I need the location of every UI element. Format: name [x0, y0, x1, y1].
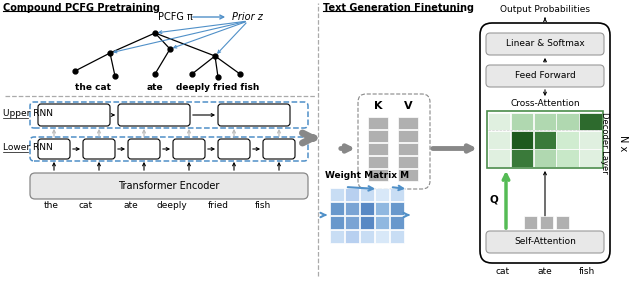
FancyBboxPatch shape: [218, 139, 250, 159]
Bar: [368, 117, 388, 129]
FancyBboxPatch shape: [128, 139, 160, 159]
Bar: [375, 202, 389, 215]
Text: Cross-Attention: Cross-Attention: [510, 99, 580, 108]
Bar: [556, 149, 579, 167]
Text: Compound PCFG Pretraining: Compound PCFG Pretraining: [3, 3, 160, 13]
FancyBboxPatch shape: [173, 139, 205, 159]
Bar: [330, 230, 344, 243]
Bar: [345, 230, 359, 243]
Bar: [360, 216, 374, 229]
Text: cat: cat: [496, 268, 510, 277]
Bar: [398, 143, 418, 155]
Bar: [360, 230, 374, 243]
Bar: [360, 188, 374, 201]
FancyBboxPatch shape: [358, 94, 430, 189]
Bar: [534, 149, 556, 167]
Bar: [579, 131, 602, 149]
Text: K: K: [374, 101, 382, 111]
Text: fish: fish: [255, 201, 271, 210]
FancyBboxPatch shape: [486, 33, 604, 55]
Bar: [556, 131, 579, 149]
Text: ate: ate: [538, 268, 552, 277]
Text: Self-Attention: Self-Attention: [514, 237, 576, 246]
FancyBboxPatch shape: [30, 173, 308, 199]
Text: ate: ate: [124, 201, 138, 210]
Bar: [390, 202, 404, 215]
Text: cat: cat: [79, 201, 93, 210]
Text: V: V: [404, 101, 412, 111]
FancyBboxPatch shape: [480, 23, 610, 263]
Text: Decoder Layer: Decoder Layer: [600, 112, 609, 174]
Text: Text Generation Finetuning: Text Generation Finetuning: [323, 3, 474, 13]
FancyBboxPatch shape: [486, 65, 604, 87]
Bar: [390, 216, 404, 229]
Text: fish: fish: [579, 268, 595, 277]
Bar: [368, 143, 388, 155]
FancyBboxPatch shape: [83, 139, 115, 159]
Bar: [488, 112, 510, 130]
Bar: [390, 230, 404, 243]
Text: Lower RNN: Lower RNN: [3, 144, 52, 153]
Text: the cat: the cat: [75, 83, 111, 92]
FancyBboxPatch shape: [218, 104, 290, 126]
Bar: [511, 149, 533, 167]
Bar: [390, 188, 404, 201]
Bar: [368, 156, 388, 168]
Bar: [375, 230, 389, 243]
Text: Prior z: Prior z: [232, 12, 263, 22]
Bar: [345, 188, 359, 201]
Bar: [398, 156, 418, 168]
Bar: [398, 117, 418, 129]
Text: deeply: deeply: [157, 201, 188, 210]
Text: deeply fried fish: deeply fried fish: [176, 83, 260, 92]
Bar: [330, 216, 344, 229]
Bar: [330, 188, 344, 201]
Bar: [524, 216, 537, 229]
Text: Weight Matrix M: Weight Matrix M: [325, 171, 410, 180]
Text: Linear & Softmax: Linear & Softmax: [506, 40, 584, 49]
Bar: [330, 202, 344, 215]
Bar: [511, 112, 533, 130]
FancyBboxPatch shape: [486, 231, 604, 253]
Text: Transformer Encoder: Transformer Encoder: [118, 181, 220, 191]
Bar: [345, 202, 359, 215]
Bar: [511, 131, 533, 149]
Bar: [368, 130, 388, 142]
Text: the: the: [44, 201, 58, 210]
Bar: [540, 216, 553, 229]
Text: fried: fried: [207, 201, 228, 210]
Text: Upper RNN: Upper RNN: [3, 110, 53, 119]
Text: N x: N x: [618, 135, 628, 151]
Bar: [556, 216, 569, 229]
FancyBboxPatch shape: [118, 104, 190, 126]
FancyBboxPatch shape: [38, 139, 70, 159]
FancyBboxPatch shape: [38, 104, 110, 126]
Text: PCFG π: PCFG π: [157, 12, 193, 22]
Bar: [345, 216, 359, 229]
FancyBboxPatch shape: [263, 139, 295, 159]
Text: Output Probabilities: Output Probabilities: [500, 6, 590, 15]
Bar: [534, 131, 556, 149]
Bar: [579, 149, 602, 167]
Bar: [556, 112, 579, 130]
Bar: [368, 169, 388, 181]
Bar: [488, 149, 510, 167]
Bar: [579, 112, 602, 130]
Bar: [375, 216, 389, 229]
Bar: [487, 111, 603, 168]
Bar: [360, 202, 374, 215]
Bar: [398, 169, 418, 181]
Text: Feed Forward: Feed Forward: [515, 71, 575, 80]
Bar: [488, 131, 510, 149]
Text: ate: ate: [147, 83, 163, 92]
Bar: [534, 112, 556, 130]
Bar: [375, 188, 389, 201]
Bar: [398, 130, 418, 142]
Text: Q: Q: [490, 194, 499, 205]
